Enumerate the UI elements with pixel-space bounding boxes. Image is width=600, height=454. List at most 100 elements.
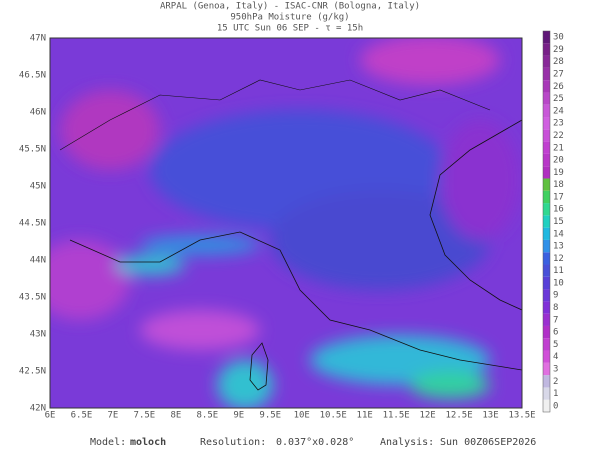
lon-label: 6.5E (71, 411, 93, 421)
lon-label: 8E (170, 411, 181, 421)
lat-label: 47N (30, 34, 46, 44)
lon-label: 7E (108, 411, 119, 421)
colorbar-label: 9 (553, 291, 558, 301)
colorbar-swatch (543, 43, 550, 56)
colorbar-swatch (543, 276, 550, 290)
colorbar-swatch (543, 80, 550, 93)
lat-label: 42.5N (19, 367, 46, 377)
lat-label: 42N (30, 404, 46, 414)
colorbar-label: 21 (553, 143, 564, 153)
colorbar-swatch (543, 289, 550, 302)
lon-label: 7.5E (134, 411, 156, 421)
colorbar-swatch (543, 166, 550, 179)
footer-value: 0.037°x0.028° (276, 437, 354, 448)
colorbar-swatch (543, 325, 550, 339)
colorbar-label: 17 (553, 192, 564, 202)
colorbar-swatch (543, 239, 550, 253)
colorbar-label: 6 (553, 328, 558, 338)
colorbar-label: 11 (553, 266, 564, 276)
colorbar: 0123456789101112131415161718192021222324… (542, 30, 564, 413)
colorbar-label: 26 (553, 82, 564, 92)
lon-label: 13E (482, 411, 498, 421)
lat-label: 45.5N (19, 145, 46, 155)
colorbar-label: 28 (553, 57, 564, 67)
colorbar-label: 15 (553, 217, 564, 227)
colorbar-swatch (543, 350, 550, 363)
colorbar-swatch (543, 104, 550, 118)
footer-value: Sun 00Z06SEP2026 (440, 437, 536, 448)
lon-label: 10E (294, 411, 310, 421)
colorbar-swatch (543, 252, 550, 265)
lat-label: 43N (30, 330, 46, 340)
colorbar-label: 3 (553, 364, 558, 374)
colorbar-label: 12 (553, 254, 564, 264)
colorbar-label: 5 (553, 340, 558, 350)
colorbar-label: 22 (553, 131, 564, 141)
colorbar-label: 7 (553, 315, 558, 325)
colorbar-label: 29 (553, 45, 564, 55)
lat-label: 43.5N (19, 293, 46, 303)
lon-label: 11.5E (383, 411, 410, 421)
colorbar-label: 30 (553, 33, 564, 43)
colorbar-swatch (543, 313, 550, 326)
colorbar-swatch (543, 55, 550, 68)
colorbar-swatch (543, 203, 550, 216)
colorbar-label: 2 (553, 377, 558, 387)
colorbar-label: 25 (553, 94, 564, 104)
lat-label: 45N (30, 182, 46, 192)
lon-label: 12E (419, 411, 435, 421)
colorbar-swatch (543, 375, 550, 388)
lat-label: 46.5N (19, 71, 46, 81)
colorbar-swatch (543, 129, 550, 142)
colorbar-swatch (543, 178, 550, 191)
colorbar-label: 19 (553, 168, 564, 178)
map-frame (49, 37, 523, 409)
colorbar-label: 10 (553, 278, 564, 288)
colorbar-swatch (543, 338, 550, 351)
colorbar-swatch (543, 31, 550, 44)
colorbar-swatch (543, 227, 550, 240)
header-line: 15 UTC Sun 06 SEP - τ = 15h (217, 24, 363, 34)
header-line: ARPAL (Genoa, Italy) - ISAC-CNR (Bologna… (160, 2, 420, 12)
colorbar-label: 0 (553, 401, 558, 411)
moisture-field (50, 38, 522, 408)
lat-label: 46N (30, 108, 46, 118)
lon-label: 9.5E (259, 411, 281, 421)
colorbar-label: 18 (553, 180, 564, 190)
colorbar-swatch (543, 190, 550, 204)
lon-label: 11E (357, 411, 373, 421)
lon-label: 6E (45, 411, 56, 421)
colorbar-swatch (543, 215, 550, 228)
colorbar-frame (542, 30, 551, 413)
lon-label: 12.5E (446, 411, 473, 421)
lon-label: 9E (233, 411, 244, 421)
colorbar-label: 14 (553, 229, 564, 239)
colorbar-label: 23 (553, 119, 564, 129)
header-line: 950hPa Moisture (g/kg) (230, 13, 349, 23)
colorbar-label: 4 (553, 352, 558, 362)
footer-label: Resolution: (200, 437, 266, 448)
colorbar-label: 16 (553, 205, 564, 215)
lat-label: 44.5N (19, 219, 46, 229)
footer-label: Analysis: (380, 437, 434, 448)
colorbar-swatch (543, 362, 550, 376)
colorbar-label: 27 (553, 70, 564, 80)
lon-label: 13.5E (508, 411, 535, 421)
colorbar-swatch (543, 141, 550, 154)
colorbar-swatch (543, 92, 550, 105)
colorbar-label: 20 (553, 156, 564, 166)
colorbar-swatch (543, 117, 550, 130)
colorbar-swatch (543, 264, 550, 277)
colorbar-label: 24 (553, 106, 564, 116)
colorbar-swatch (543, 301, 550, 314)
footer-value: moloch (130, 437, 166, 448)
colorbar-swatch (543, 67, 550, 81)
colorbar-swatch (543, 387, 550, 400)
colorbar-label: 8 (553, 303, 558, 313)
colorbar-label: 1 (553, 389, 558, 399)
colorbar-swatch (543, 153, 550, 167)
lon-label: 8.5E (196, 411, 218, 421)
colorbar-swatch (543, 399, 550, 412)
lon-label: 10.5E (320, 411, 347, 421)
